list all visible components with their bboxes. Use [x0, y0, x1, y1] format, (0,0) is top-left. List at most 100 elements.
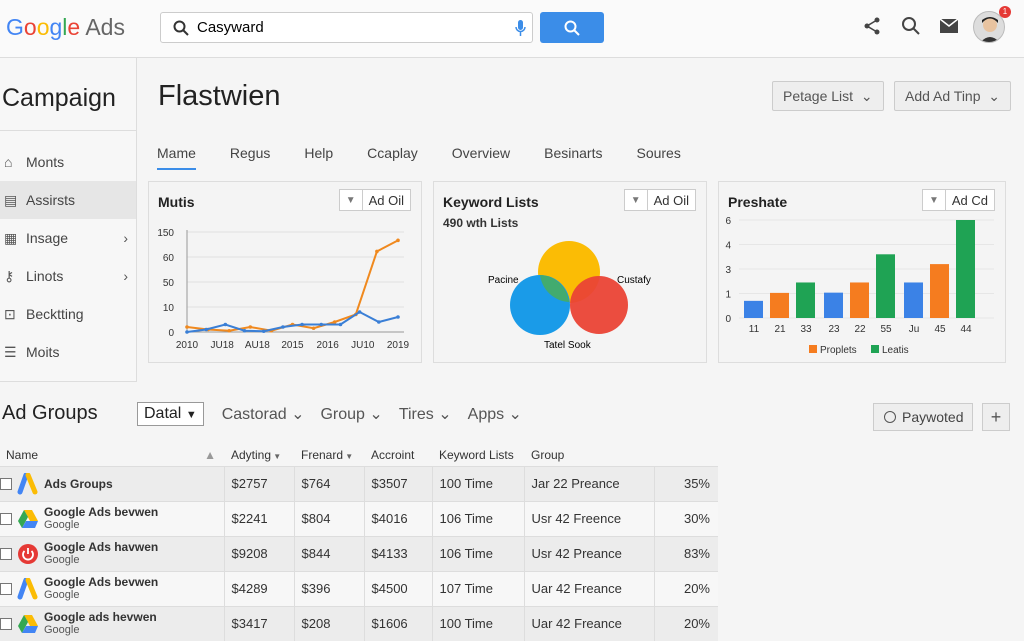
- y-tick-label: 60: [163, 253, 175, 264]
- view-select[interactable]: Datal ▼: [137, 402, 204, 426]
- row-checkbox[interactable]: [0, 582, 12, 595]
- paywoted-button[interactable]: Paywoted: [873, 403, 973, 431]
- google-drive-icon: [18, 509, 38, 528]
- button-label: Ad Oil: [653, 193, 689, 208]
- column-header[interactable]: Group: [524, 444, 654, 466]
- tab-help[interactable]: Help: [304, 145, 334, 161]
- sidebar-item-label: Insage: [26, 230, 69, 246]
- table-cell: 30%: [653, 500, 718, 536]
- column-header[interactable]: Frenard ▼: [294, 444, 364, 466]
- row-name: Google Ads havwen: [44, 540, 159, 554]
- table-row[interactable]: Google Ads bevwen Google $4289 $396 $4500 107…: [0, 570, 718, 606]
- card-title: Keyword Lists: [443, 194, 539, 210]
- x-tick-label: 21: [774, 324, 786, 335]
- ad-groups-title: Ad Groups: [2, 402, 98, 424]
- tab-overview[interactable]: Overview: [451, 145, 511, 161]
- table-cell: $764: [293, 465, 364, 501]
- filter-tires[interactable]: Tires ⌄: [399, 404, 452, 424]
- filter-group[interactable]: Group ⌄: [320, 404, 382, 424]
- row-checkbox[interactable]: [0, 477, 12, 490]
- filter-castorad[interactable]: Castorad ⌄: [222, 404, 305, 424]
- table-row[interactable]: Ads Groups $2757 $764 $3507 100 Time Jar 22 P…: [0, 465, 718, 501]
- sidebar-item-label: Linots: [26, 268, 64, 284]
- table-row[interactable]: Google Ads havwen Google $9208 $844 $4133 106…: [0, 535, 718, 571]
- card-action-button[interactable]: ▼ Ad Cd: [921, 189, 995, 211]
- table-row[interactable]: Google Ads bevwen Google $2241 $804 $4016 106…: [0, 500, 718, 536]
- x-tick-label: Ju: [909, 324, 920, 335]
- add-button[interactable]: +: [982, 403, 1010, 431]
- chevron-down-icon: ▼: [185, 409, 197, 421]
- data-point: [396, 238, 400, 243]
- tab-mame[interactable]: Mame: [157, 145, 196, 170]
- sidebar-item-monts[interactable]: ⌂ Monts: [0, 143, 136, 181]
- sidebar: Campaign ⌂ Monts ▤ Assirsts ▦ Insage › ⚷ Linots ›…: [0, 58, 137, 382]
- bar: [796, 282, 815, 318]
- data-point: [319, 322, 324, 327]
- tab-regus[interactable]: Regus: [229, 145, 271, 161]
- filter-apps[interactable]: Apps ⌄: [468, 404, 522, 424]
- column-header[interactable]: Name ▲: [0, 444, 224, 466]
- column-label: Adyting: [231, 447, 272, 462]
- x-tick-label: 2015: [281, 340, 304, 351]
- microphone-icon[interactable]: [510, 19, 532, 37]
- row-subtitle: Google: [44, 519, 80, 531]
- mail-icon[interactable]: [939, 18, 959, 34]
- table-cell: 106 Time: [431, 535, 524, 571]
- row-name: Ads Groups: [44, 476, 113, 491]
- x-tick-label: 55: [880, 324, 892, 335]
- sidebar-item-linots[interactable]: ⚷ Linots ›: [0, 257, 136, 295]
- sidebar-item-moits[interactable]: ☰ Moits: [0, 333, 136, 371]
- add-ad-button[interactable]: Add Ad Tinp ⌄: [894, 81, 1012, 111]
- search-box[interactable]: [160, 12, 533, 43]
- row-subtitle: Google: [44, 554, 80, 566]
- search-icon[interactable]: [901, 16, 921, 36]
- home-icon: ⌂: [4, 154, 13, 170]
- card-title: Preshate: [728, 194, 788, 210]
- tab-ccaplay[interactable]: Ccaplay: [367, 145, 418, 161]
- card-action-button[interactable]: ▼ Ad Oil: [338, 189, 411, 211]
- row-checkbox[interactable]: [0, 617, 12, 630]
- column-header[interactable]: Adyting ▼: [224, 444, 294, 466]
- dropdown-arrow-icon: ▼: [271, 451, 282, 461]
- dropdown-arrow-icon: ▼: [625, 190, 648, 210]
- data-point: [332, 320, 337, 324]
- row-checkbox[interactable]: [0, 547, 12, 560]
- tab-besinarts[interactable]: Besinarts: [544, 145, 603, 161]
- power-icon: [18, 543, 38, 564]
- x-tick-label: 45: [934, 324, 946, 335]
- bar-chart: 0 1 3 4 6 11 21 33 23 22 55 Ju 45 44 Proplets Leatis: [725, 216, 994, 356]
- bar: [850, 282, 869, 318]
- keyword-lists-card: Keyword Lists 490 wth Lists ▼ Ad Oil Paci…: [433, 181, 707, 363]
- row-checkbox[interactable]: [0, 512, 12, 525]
- row-subtitle: Google: [44, 589, 80, 601]
- y-tick-label: 0: [168, 328, 174, 339]
- column-header[interactable]: [654, 444, 718, 466]
- tab-soures[interactable]: Soures: [636, 145, 681, 161]
- table-cell: Uar 42 Freance: [523, 570, 654, 606]
- name-cell: Google Ads bevwen Google: [0, 500, 224, 536]
- table-cell: 20%: [653, 605, 718, 641]
- sidebar-item-insage[interactable]: ▦ Insage ›: [0, 219, 136, 257]
- y-tick-label: 6: [725, 216, 731, 227]
- column-header[interactable]: Keyword Lists: [432, 444, 524, 466]
- chevron-down-icon: ⌄: [286, 406, 305, 423]
- petage-list-button[interactable]: Petage List ⌄: [772, 81, 884, 111]
- sidebar-item-becktting[interactable]: ⊡ Becktting: [0, 295, 136, 333]
- dropdown-arrow-icon: ▼: [343, 451, 354, 461]
- avatar[interactable]: [973, 11, 1005, 43]
- key-icon: ⚷: [4, 267, 15, 284]
- table-cell: $4500: [363, 570, 432, 606]
- search-input[interactable]: [197, 19, 510, 36]
- data-point: [227, 328, 231, 333]
- table-cell: $4016: [363, 500, 432, 536]
- chevron-right-icon: ›: [123, 268, 128, 284]
- sidebar-item-assirsts[interactable]: ▤ Assirsts: [0, 181, 136, 219]
- table-row[interactable]: Google ads hevwen Google $3417 $208 $1606 100…: [0, 605, 718, 641]
- google-ads-logo[interactable]: Google Ads: [6, 14, 125, 41]
- card-action-button[interactable]: ▼ Ad Oil: [623, 189, 696, 211]
- x-tick-label: JU10: [351, 340, 375, 351]
- search-button[interactable]: [540, 12, 604, 43]
- share-icon[interactable]: [862, 16, 882, 36]
- x-tick-label: 44: [960, 324, 972, 335]
- column-header[interactable]: Accroint: [364, 444, 432, 466]
